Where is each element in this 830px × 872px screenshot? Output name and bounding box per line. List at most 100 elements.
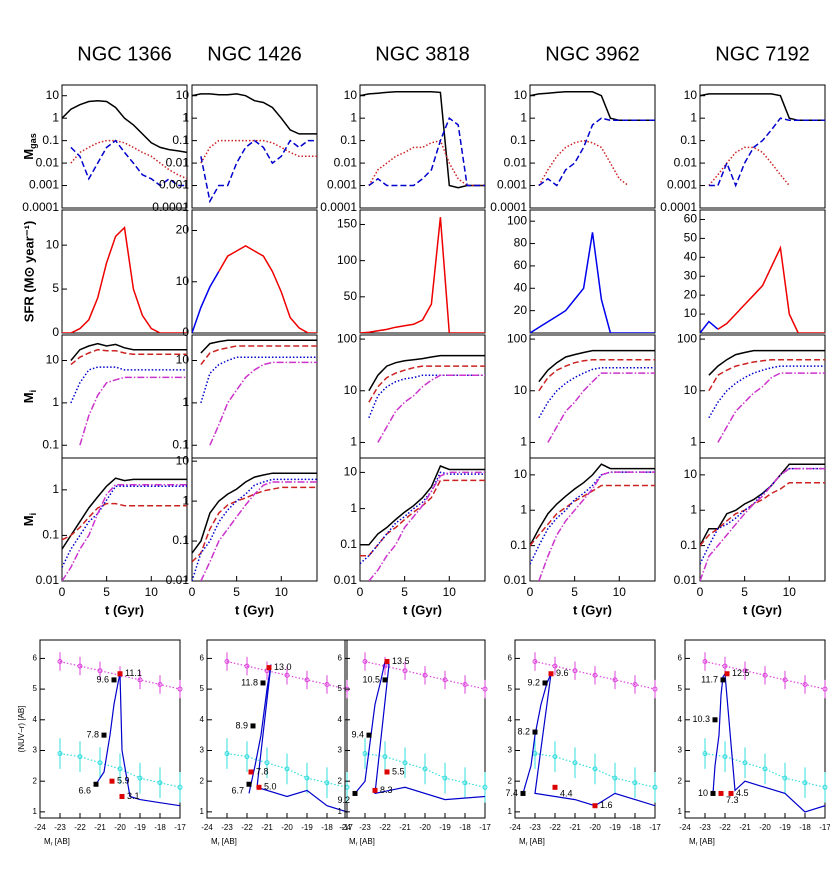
data-point [802, 682, 808, 687]
series-line [62, 477, 187, 550]
plot-frame [359, 209, 486, 334]
data-point [652, 784, 658, 790]
x-tick-label: -19 [609, 823, 621, 832]
x-tick-label: -20 [419, 823, 431, 832]
series-line [70, 366, 187, 404]
x-tick-label: -22 [241, 823, 253, 832]
x-tick-label: 5 [103, 585, 110, 599]
data-point [552, 663, 558, 669]
marker-label: 12.5 [732, 668, 750, 678]
data-point [422, 672, 428, 678]
y-tick-label: 100 [337, 331, 357, 345]
marker-label: 4.4 [560, 789, 573, 799]
y-tick-label: 0.1 [510, 538, 527, 552]
data-point [822, 784, 828, 790]
plot-frame [699, 457, 826, 582]
x-tick-label: -21 [739, 823, 751, 832]
y-tick-label: 4 [338, 715, 343, 724]
series-line [708, 117, 825, 188]
label-rest: [AB] [528, 837, 545, 846]
y-tick-label: 10 [684, 88, 698, 102]
x-tick-label: -20 [589, 823, 601, 832]
track-marker [117, 671, 123, 677]
series-line [700, 93, 825, 122]
data-point [97, 760, 103, 766]
series-line [700, 467, 825, 565]
series-line [62, 502, 187, 541]
y-tick-label: 0.1 [42, 437, 59, 451]
marker-label: 6.7 [231, 786, 244, 796]
y-tick-label: 0.01 [334, 155, 358, 169]
y-tick-label: 1 [182, 493, 189, 507]
y-tick-label: 0.01 [334, 573, 358, 587]
data-point [722, 663, 728, 669]
data-point [224, 658, 230, 664]
x-tick-label: -24 [509, 823, 521, 832]
marker-label: 11.1 [125, 668, 142, 678]
y-tick-label: 6 [678, 654, 683, 663]
data-point [137, 677, 143, 683]
label-main: M [349, 837, 356, 846]
series-line [368, 139, 485, 187]
data-point [442, 775, 448, 781]
data-point [742, 668, 748, 674]
data-point [482, 784, 488, 790]
marker-label: 1.6 [600, 800, 613, 810]
data-point [157, 682, 163, 687]
axis-label: t (Gyr) [573, 602, 612, 617]
data-point [304, 775, 310, 781]
track-marker [246, 781, 252, 787]
track-marker [111, 677, 117, 683]
y-tick-label: 2 [508, 776, 513, 785]
marker-label: 3.1 [127, 791, 140, 801]
label-main: M [519, 837, 526, 846]
y-tick-label: 1 [508, 807, 513, 816]
y-tick-label: 1 [182, 110, 189, 124]
x-tick-label: -24 [201, 823, 213, 832]
series-line [368, 374, 485, 419]
y-tick-label: 6 [508, 654, 513, 663]
marker-label: 11.7 [701, 674, 718, 684]
plot-frame [61, 84, 188, 209]
series-line [360, 91, 485, 189]
track-marker [384, 769, 390, 775]
data-point [77, 663, 83, 669]
y-tick-label: 0.0001 [660, 200, 697, 214]
y-tick-label: 50 [344, 289, 358, 303]
plot-frame [529, 209, 656, 334]
track-marker [382, 677, 388, 683]
plot-frame [359, 84, 486, 209]
x-tick-label: -20 [281, 823, 293, 832]
x-tick-label: -17 [649, 823, 661, 832]
y-tick-label: 10 [344, 88, 358, 102]
label-sub: i [28, 513, 38, 516]
y-tick-label: 0.0001 [22, 200, 59, 214]
data-point [592, 766, 598, 772]
y-tick-label: 1 [350, 501, 357, 515]
x-tick-label: 10 [443, 585, 457, 599]
y-tick-label: 10 [344, 383, 358, 397]
label-sub: r [696, 842, 698, 848]
y-tick-label: 100 [507, 213, 527, 227]
y-tick-label: 10 [46, 353, 60, 367]
column-title: NGC 1366 [77, 43, 172, 65]
plot-frame [191, 84, 318, 209]
y-tick-label: 0 [52, 325, 59, 339]
data-point [284, 766, 290, 772]
data-point [612, 677, 618, 683]
marker-label: 13.0 [274, 662, 292, 672]
x-tick-label: -21 [569, 823, 581, 832]
plot-frame [61, 209, 188, 334]
x-tick-label: 5 [233, 585, 240, 599]
x-tick-label: 0 [59, 585, 66, 599]
series-line [538, 349, 655, 383]
track-marker [119, 794, 125, 800]
marker-label: 10.5 [362, 674, 380, 684]
x-tick-label: 5 [741, 585, 748, 599]
x-tick-label: -18 [629, 823, 641, 832]
series-line [360, 471, 485, 565]
y-tick-label: 0.1 [340, 537, 357, 551]
series-line [200, 339, 317, 354]
label-main: M [21, 149, 36, 160]
series-line [717, 245, 825, 333]
